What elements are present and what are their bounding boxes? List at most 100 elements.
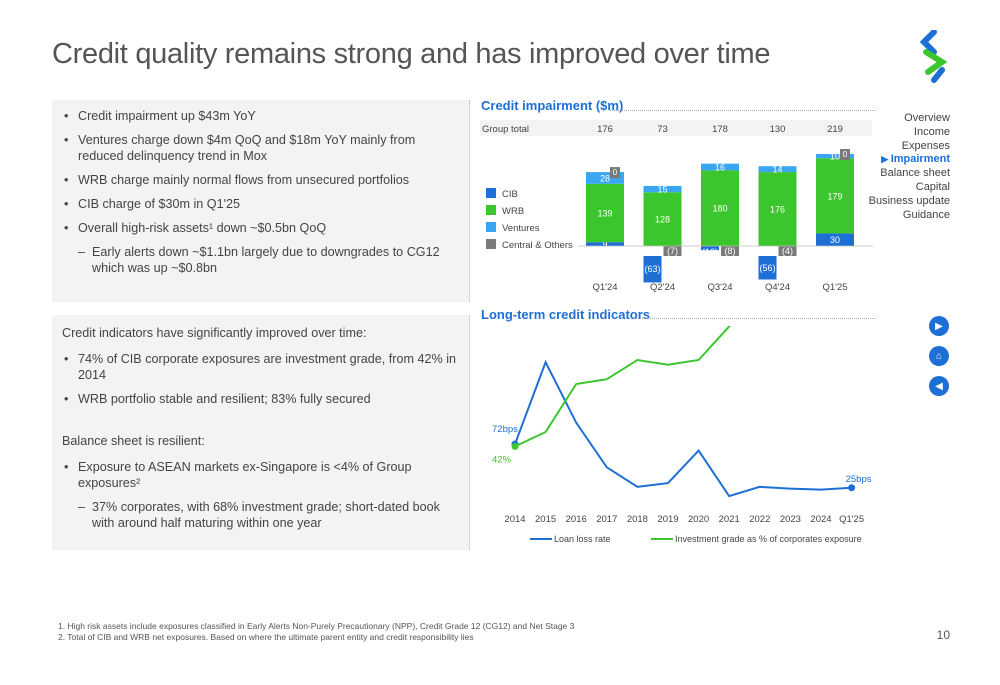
section-nav: OverviewIncomeExpensesImpairmentBalance … [869,112,950,222]
impairment-bullet: CIB charge of $30m in Q1'25 [62,196,459,212]
legend-swatch [486,222,496,232]
bar-label-central: (8) [725,246,736,256]
nav-item-overview[interactable]: Overview [904,112,950,124]
bar-label-wrb: 176 [770,205,785,215]
start-label: 72bps [492,424,518,435]
home-button[interactable]: ⌂ [929,346,949,366]
legend-swatch [486,188,496,198]
nav-item-impairment[interactable]: Impairment [869,153,950,167]
bar-label-cib: (63) [644,264,660,274]
x-tick-label: Q2'24 [650,282,675,293]
legend-label: Loan loss rate [554,534,611,544]
bar-segment-ventures [816,154,854,159]
bar-label-cib: 9 [602,240,607,250]
bar-segment-ventures [758,166,797,173]
series-start-point [511,442,519,450]
indicators-bullets: 74% of CIB corporate exposures are inves… [62,351,459,407]
x-tick-label: Q1'24 [592,282,617,293]
indicator-bullet: 74% of CIB corporate exposures are inves… [62,351,459,383]
x-tick-label: 2024 [810,514,831,525]
indicators-chart-title: Long-term credit indicators [481,307,651,322]
legend-label: Ventures [502,223,540,234]
group-total-value: 73 [657,124,668,135]
nav-item-guidance[interactable]: Guidance [902,208,950,221]
nav-item-income[interactable]: Income [913,125,950,138]
group-total-value: 176 [597,124,613,135]
impairment-bullet: Ventures charge down $4m QoQ and $18m Yo… [62,132,459,164]
impairment-bullet: Overall high-risk assets¹ down ~$0.5bn Q… [62,220,459,236]
bar-segment-wrb [586,183,624,243]
legend-label: CIB [502,189,518,200]
bar-segment-cib [816,233,854,246]
bar-label-cib: (10) [702,247,718,257]
x-tick-label: 2018 [627,514,648,525]
bar-segment-central [778,246,797,256]
previous-page-button[interactable]: ◀ [929,376,949,396]
legend-label: WRB [502,206,524,217]
footnotes: 1. High risk assets include exposures cl… [58,621,574,643]
nav-item-balance-sheet[interactable]: Balance sheet [880,167,950,180]
bar-label-wrb: 139 [597,209,612,219]
x-tick-label: Q3'24 [707,282,732,293]
bar-segment-central [721,246,739,256]
x-tick-label: 2021 [719,514,740,525]
end-label: 25bps [846,474,872,485]
impairment-summary-panel: Credit impairment up $43m YoY Ventures ch… [52,100,470,302]
series-line [514,326,731,448]
balance-sheet-sub-bullet: 37% corporates, with 68% investment grad… [62,499,459,531]
impairment-sub-bullet: Early alerts down ~$1.1bn largely due to… [62,244,459,276]
legend-label: Investment grade as % of corporates expo… [675,534,862,544]
balance-sheet-bullets: Exposure to ASEAN markets ex-Singapore i… [62,459,459,531]
next-page-button[interactable]: ▶ [929,316,949,336]
bar-label-ventures: 28 [600,173,610,183]
group-total-value: 178 [712,124,728,135]
x-tick-label: 2022 [749,514,770,525]
bar-segment-central [610,167,620,179]
page-title: Credit quality remains strong and has im… [52,38,771,70]
bar-segment-wrb [643,192,682,246]
bar-segment-cib [758,256,777,280]
bar-label-wrb: 180 [712,204,727,214]
impairment-bullet: WRB charge mainly normal flows from unse… [62,172,459,188]
balance-sheet-bullet: Exposure to ASEAN markets ex-Singapore i… [62,459,459,491]
nav-item-expenses[interactable]: Expenses [901,139,950,152]
start-label: 42% [492,454,512,465]
bar-label-ventures: 14 [772,165,782,175]
impairment-bar-chart: Group total 176 73 178 130 219 CIB WRB Ventures C… [480,120,873,293]
bar-label-wrb: 128 [655,215,670,225]
group-total-label: Group total [482,124,529,135]
divider [610,110,875,111]
x-tick-label: 2019 [657,514,678,525]
bar-segment-wrb [758,172,797,246]
divider [634,318,875,319]
bar-label-cib: (56) [759,263,775,273]
balance-sheet-intro: Balance sheet is resilient: [62,434,205,448]
x-tick-label: Q1'25 [839,514,864,525]
impairment-bullets: Credit impairment up $43m YoY Ventures ch… [62,108,459,276]
credit-indicators-panel: Credit indicators have significantly imp… [52,315,470,550]
bar-segment-cib [643,256,662,283]
x-tick-label: 2016 [566,514,587,525]
x-tick-label: Q4'24 [765,282,790,293]
bar-label-cib: 30 [830,235,840,245]
series-end-point [848,484,856,492]
bar-label-central: 0 [843,150,848,159]
bar-label-ventures: 10 [830,152,840,162]
bar-segment-cib [701,246,719,251]
bar-label-wrb: 179 [827,191,842,201]
x-tick-label: 2017 [596,514,617,525]
nav-item-business-update[interactable]: Business update [868,194,950,207]
x-tick-label: 2014 [504,514,525,525]
bar-segment-ventures [586,172,624,184]
legend-label: Central & Others [502,240,573,251]
bar-label-central: (4) [782,246,793,256]
page-number: 10 [936,628,950,642]
bar-label-central: 0 [613,168,618,177]
indicators-intro: Credit indicators have significantly imp… [62,326,367,340]
bar-label-ventures: 15 [657,185,667,195]
nav-item-capital[interactable]: Capital [915,180,950,193]
x-tick-label: 2015 [535,514,556,525]
group-total-value: 219 [827,124,843,135]
series-line [514,359,852,498]
footnote: 2. Total of CIB and WRB net exposures. B… [58,632,474,642]
